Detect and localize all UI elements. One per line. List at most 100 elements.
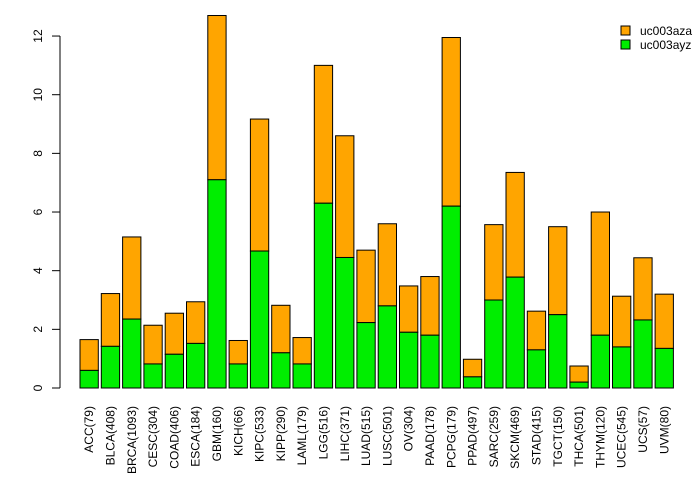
x-tick-label: SARC(259) [487,406,501,467]
bar-segment-uc003ayz [207,179,227,389]
y-tick-label: 6 [31,208,45,215]
bar-segment-uc003aza [441,37,461,207]
bar-segment-uc003aza [313,64,334,204]
x-tick-label: KIPC(533) [253,406,267,462]
bar-segment-uc003aza [377,223,398,307]
x-tick-label: PPAD(497) [466,406,480,466]
bar-segment-uc003aza [569,365,589,383]
legend-swatch [620,39,631,50]
bar-segment-uc003aza [335,135,355,258]
bar-segment-uc003ayz [313,202,334,389]
bar-segment-uc003ayz [186,342,206,389]
x-tick-label: THCA(501) [572,406,586,467]
bar-segment-uc003ayz [335,256,355,389]
bar-segment-uc003ayz [612,346,632,389]
x-tick-label: UCS(57) [636,406,650,453]
bar-segment-uc003aza [207,15,227,181]
x-tick-label: LGG(516) [316,406,330,459]
bar-segment-uc003aza [590,211,611,336]
bar-segment-uc003ayz [292,363,312,389]
bar-segment-uc003aza [420,276,440,336]
x-tick-label: THYM(120) [593,406,607,468]
bar-segment-uc003ayz [548,314,568,389]
legend-swatch [620,25,631,36]
x-tick-label: KIPP(290) [274,406,288,461]
bar-segment-uc003ayz [228,363,248,389]
x-tick-label: LUAD(515) [359,406,373,466]
bar-segment-uc003ayz [356,322,376,389]
bar-segment-uc003ayz [122,318,142,389]
bar-segment-uc003ayz [654,347,674,389]
x-tick-label: ESCA(184) [189,406,203,467]
bar-segment-uc003ayz [441,205,461,389]
x-tick-label: LIHC(371) [338,406,352,461]
bar-segment-uc003ayz [271,352,291,389]
bar-segment-uc003ayz [377,305,398,389]
bar-segment-uc003ayz [164,353,184,389]
bar-segment-uc003aza [228,339,248,365]
y-tick-label: 8 [31,150,45,157]
y-tick-label: 2 [31,326,45,333]
y-tick-label: 0 [31,384,45,391]
bar-segment-uc003aza [186,301,206,344]
x-tick-label: GBM(160) [210,406,224,461]
bar-segment-uc003ayz [526,349,547,389]
bar-segment-uc003ayz [462,376,483,389]
x-tick-label: ACC(79) [82,406,96,453]
bar-segment-uc003aza [484,224,504,301]
bar-segment-uc003aza [356,249,376,324]
x-tick-label: KICH(66) [231,406,245,456]
legend-label: uc003ayz [640,38,691,52]
y-tick-label: 4 [31,267,45,274]
bars [79,15,674,389]
x-tick-label: PAAD(178) [423,406,437,466]
bar-segment-uc003ayz [633,319,653,389]
x-tick-label: BLCA(408) [103,406,117,465]
x-axis-labels: ACC(79) BLCA(408) BRCA(1093) CESC(304) COAD(… [82,406,671,474]
bar-segment-uc003aza [526,310,547,351]
bar-segment-uc003aza [100,293,121,347]
x-tick-label: CESC(304) [146,406,160,467]
x-tick-label: UCEC(545) [615,406,629,468]
bar-segment-uc003ayz [249,250,270,389]
bar-segment-uc003aza [79,339,99,371]
y-tick-label: 10 [31,88,45,102]
bar-segment-uc003ayz [505,276,525,389]
bar-segment-uc003aza [292,337,312,365]
bar-segment-uc003aza [164,312,184,355]
bar-segment-uc003ayz [420,334,440,389]
x-tick-label: BRCA(1093) [125,406,139,474]
y-axis: 0 2 4 6 8 10 12 [31,29,61,391]
bar-segment-uc003aza [548,226,568,316]
bar-segment-uc003ayz [484,299,504,389]
bar-segment-uc003ayz [569,381,589,389]
bar-segment-uc003aza [122,236,142,320]
bar-segment-uc003aza [612,295,632,348]
bar-segment-uc003aza [399,285,419,333]
legend-label: uc003aza [640,24,692,38]
bar-segment-uc003aza [505,171,525,278]
x-tick-label: OV(304) [402,406,416,451]
x-tick-label: LUSC(501) [380,406,394,466]
x-tick-label: UVM(80) [657,406,671,454]
bar-segment-uc003aza [143,324,163,365]
bar-segment-uc003ayz [100,345,121,389]
x-tick-label: STAD(415) [529,406,543,465]
bar-segment-uc003aza [249,118,270,252]
x-tick-label: TGCT(150) [551,406,565,467]
bar-segment-uc003aza [633,257,653,321]
x-tick-label: PCPG(179) [444,406,458,468]
bar-segment-uc003ayz [143,363,163,389]
y-tick-label: 12 [31,29,45,43]
bar-segment-uc003ayz [399,331,419,389]
bar-segment-uc003ayz [590,334,611,389]
bar-segment-uc003ayz [79,369,99,389]
bar-segment-uc003aza [271,304,291,354]
x-tick-label: COAD(406) [167,406,181,469]
bar-segment-uc003aza [654,293,674,349]
x-tick-label: LAML(179) [295,406,309,465]
x-tick-label: SKCM(469) [508,406,522,469]
bar-segment-uc003aza [462,358,483,378]
